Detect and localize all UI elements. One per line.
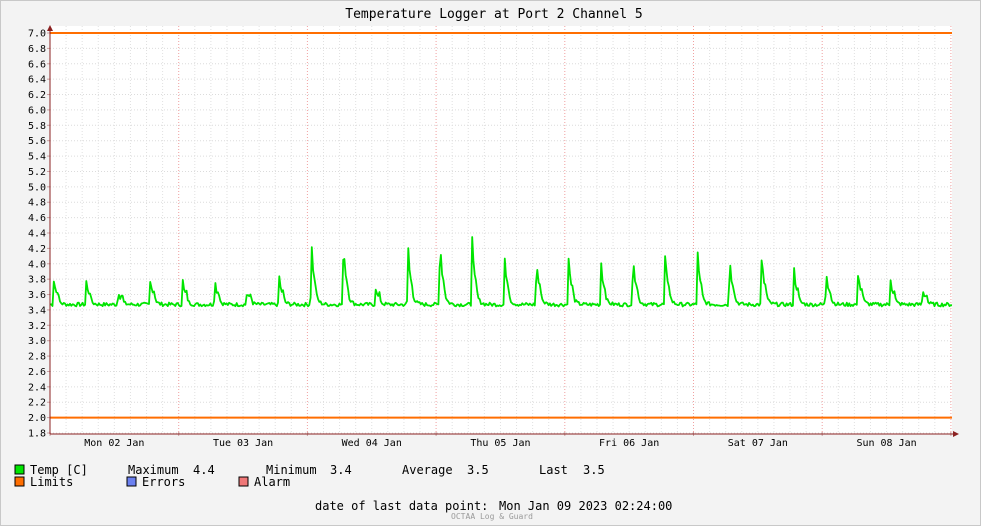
y-tick-label: 5.8 (28, 121, 46, 132)
chart-title: Temperature Logger at Port 2 Channel 5 (345, 7, 642, 22)
y-tick-label: 4.8 (28, 198, 46, 209)
last-data-point-value: Mon Jan 09 2023 02:24:00 (499, 499, 672, 513)
x-axis-ticks: Mon 02 Jan Tue 03 Jan Wed 04 Jan Thu 05 Jan… (49, 432, 952, 449)
y-tick-label: 2.6 (28, 367, 46, 378)
legend-temp-label: Temp [C] (30, 463, 88, 477)
x-axis-arrow (953, 431, 959, 437)
legend-alarm-label: Alarm (254, 475, 290, 489)
legend-limits-swatch (14, 476, 25, 487)
y-tick-label: 1.8 (28, 429, 46, 440)
y-tick-label: 5.4 (28, 152, 46, 163)
x-tick-label: Mon 02 Jan (84, 438, 144, 449)
maximum-value: 4.4 (193, 463, 215, 477)
y-tick-label: 5.6 (28, 136, 46, 147)
y-tick-label: 3.0 (28, 336, 46, 347)
y-tick-label: 3.8 (28, 275, 46, 286)
y-tick-label: 7.0 (28, 29, 46, 40)
legend-errors-label: Errors (142, 475, 185, 489)
y-tick-label: 4.6 (28, 213, 46, 224)
legend-temp-swatch (14, 464, 25, 475)
y-tick-label: 6.2 (28, 90, 46, 101)
average-value: 3.5 (467, 463, 489, 477)
watermark: OCTAA Log & Guard (451, 512, 533, 521)
minimum-value: 3.4 (330, 463, 352, 477)
maximum-label: Maximum (128, 463, 179, 477)
y-tick-label: 2.4 (28, 382, 46, 393)
x-tick-label: Wed 04 Jan (342, 438, 402, 449)
legend-alarm-swatch (238, 476, 249, 487)
legend-errors-swatch (126, 476, 137, 487)
last-value: 3.5 (583, 463, 605, 477)
y-tick-label: 6.0 (28, 105, 46, 116)
y-tick-label: 5.0 (28, 182, 46, 193)
last-data-point-label: date of last data point: (315, 499, 488, 513)
y-axis-ticks: 1.8 2.0 2.2 2.4 2.6 2.8 3.0 3.2 3.4 3.6 3.8 4.0 4.2 4… (28, 29, 50, 440)
plot-area (50, 26, 952, 434)
minimum-label: Minimum (266, 463, 317, 477)
y-tick-label: 4.2 (28, 244, 46, 255)
y-tick-label: 4.0 (28, 259, 46, 270)
y-tick-label: 3.4 (28, 305, 46, 316)
average-label: Average (402, 463, 453, 477)
y-tick-label: 2.8 (28, 352, 46, 363)
y-tick-label: 2.2 (28, 398, 46, 409)
y-tick-label: 6.6 (28, 59, 46, 70)
limit-lines (50, 32, 952, 419)
x-tick-label: Sat 07 Jan (728, 438, 788, 449)
x-tick-label: Thu 05 Jan (470, 438, 530, 449)
x-tick-label: Fri 06 Jan (599, 438, 659, 449)
y-tick-label: 3.6 (28, 290, 46, 301)
legend: Temp [C] Maximum 4.4 Minimum 3.4 Average… (14, 463, 605, 489)
y-axis-arrow (47, 25, 53, 31)
legend-limits-label: Limits (30, 475, 73, 489)
series-line-temp (49, 236, 953, 308)
last-label: Last (539, 463, 568, 477)
series-layer (49, 236, 953, 308)
x-tick-label: Sun 08 Jan (856, 438, 916, 449)
axes (47, 25, 959, 437)
y-tick-label: 2.0 (28, 413, 46, 424)
y-tick-label: 3.2 (28, 321, 46, 332)
y-tick-label: 6.4 (28, 75, 46, 86)
x-tick-label: Tue 03 Jan (213, 438, 273, 449)
y-tick-label: 6.8 (28, 44, 46, 55)
y-tick-label: 5.2 (28, 167, 46, 178)
y-tick-label: 4.4 (28, 229, 46, 240)
